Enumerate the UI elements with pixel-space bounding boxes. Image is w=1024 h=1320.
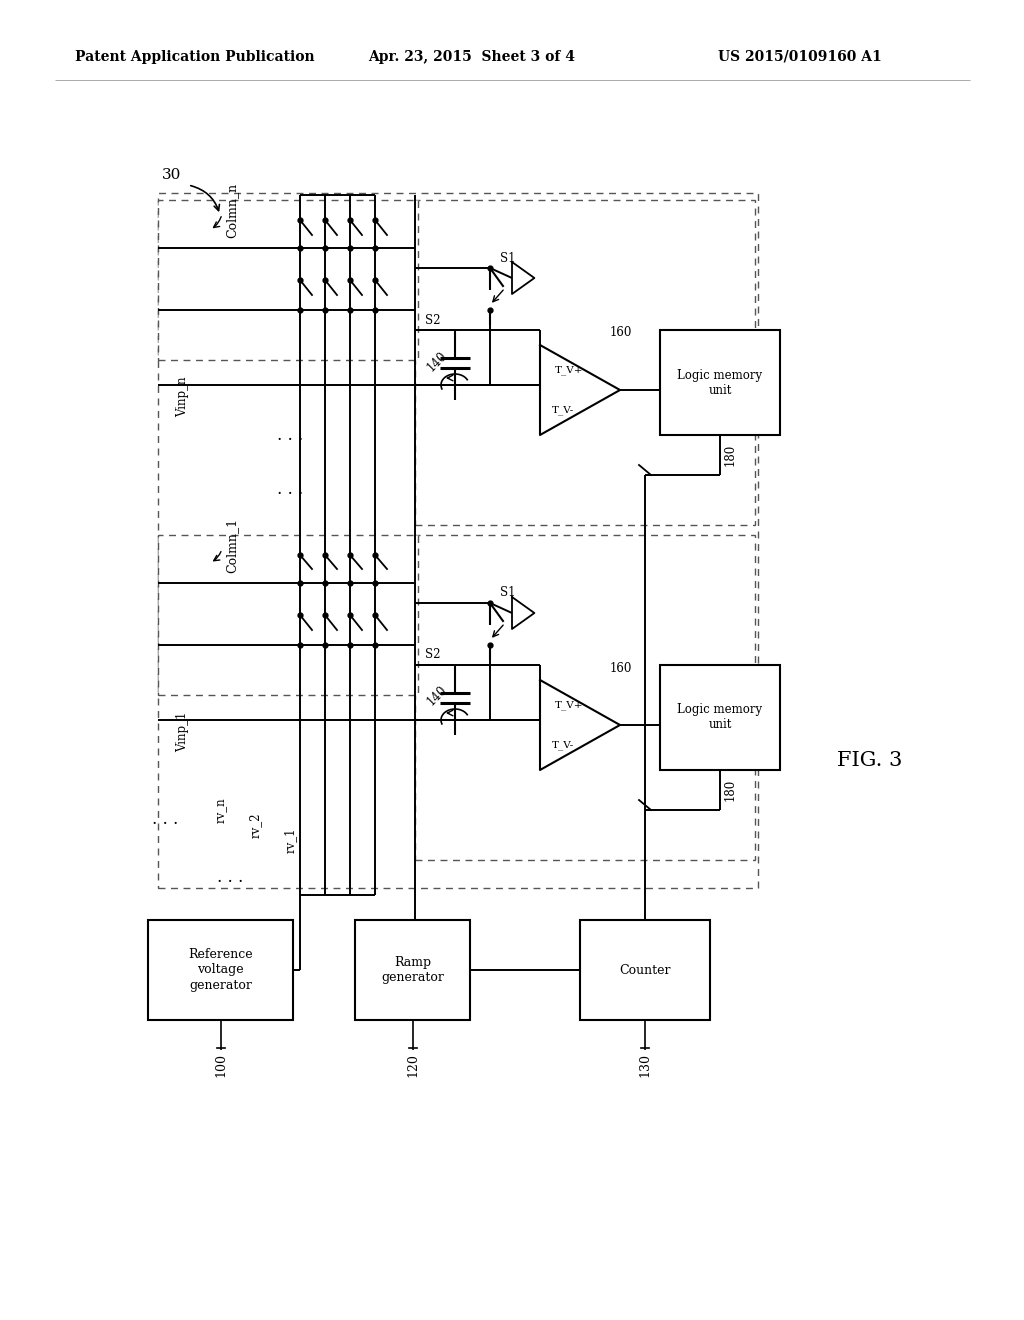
Text: . . .: . . . — [217, 870, 243, 887]
Text: rv_2: rv_2 — [249, 812, 261, 838]
Text: rv_n: rv_n — [213, 797, 226, 822]
Text: S1: S1 — [500, 252, 515, 264]
Text: S2: S2 — [425, 648, 440, 661]
Bar — [660, 330, 780, 436]
Text: 120: 120 — [406, 1053, 419, 1077]
Text: Logic memory
unit: Logic memory unit — [678, 704, 763, 731]
Text: Vinp_n: Vinp_n — [176, 376, 189, 417]
Text: Colmn_n: Colmn_n — [225, 182, 239, 238]
Text: 180: 180 — [724, 779, 736, 801]
Text: 160: 160 — [610, 661, 633, 675]
Text: . . .: . . . — [276, 426, 303, 444]
Text: S2: S2 — [425, 314, 440, 326]
Bar — [660, 665, 780, 770]
Text: 140: 140 — [425, 350, 450, 375]
Text: Logic memory
unit: Logic memory unit — [678, 368, 763, 396]
Text: T_V+: T_V+ — [555, 366, 584, 375]
Polygon shape — [512, 597, 535, 630]
Text: 180: 180 — [724, 444, 736, 466]
Text: . . .: . . . — [152, 812, 178, 829]
Bar — [148, 920, 293, 1020]
Text: 130: 130 — [639, 1053, 651, 1077]
Text: Vinp_1: Vinp_1 — [176, 711, 189, 752]
Text: Ramp
generator: Ramp generator — [381, 956, 444, 983]
Polygon shape — [540, 345, 620, 436]
Text: rv_1: rv_1 — [284, 828, 297, 853]
Text: 160: 160 — [610, 326, 633, 339]
Text: FIG. 3: FIG. 3 — [838, 751, 903, 770]
Text: 100: 100 — [214, 1053, 227, 1077]
Text: T_V-: T_V- — [552, 405, 574, 414]
Polygon shape — [512, 261, 535, 294]
Text: Colmn_1: Colmn_1 — [225, 517, 239, 573]
Text: S1: S1 — [500, 586, 515, 599]
Text: Apr. 23, 2015  Sheet 3 of 4: Apr. 23, 2015 Sheet 3 of 4 — [369, 50, 575, 63]
Text: Reference
voltage
generator: Reference voltage generator — [188, 949, 253, 991]
Text: Patent Application Publication: Patent Application Publication — [75, 50, 314, 63]
Text: US 2015/0109160 A1: US 2015/0109160 A1 — [718, 50, 882, 63]
Text: Counter: Counter — [620, 964, 671, 977]
Text: . . .: . . . — [276, 482, 303, 499]
Bar — [158, 201, 418, 360]
Text: 140: 140 — [425, 684, 450, 709]
Bar — [415, 201, 755, 525]
Bar — [158, 193, 758, 888]
Polygon shape — [540, 680, 620, 770]
Text: T_V+: T_V+ — [555, 700, 584, 710]
Bar — [158, 535, 418, 696]
Text: T_V-: T_V- — [552, 741, 574, 750]
Text: 30: 30 — [163, 168, 181, 182]
Bar — [415, 535, 755, 861]
Bar — [355, 920, 470, 1020]
Bar — [580, 920, 710, 1020]
